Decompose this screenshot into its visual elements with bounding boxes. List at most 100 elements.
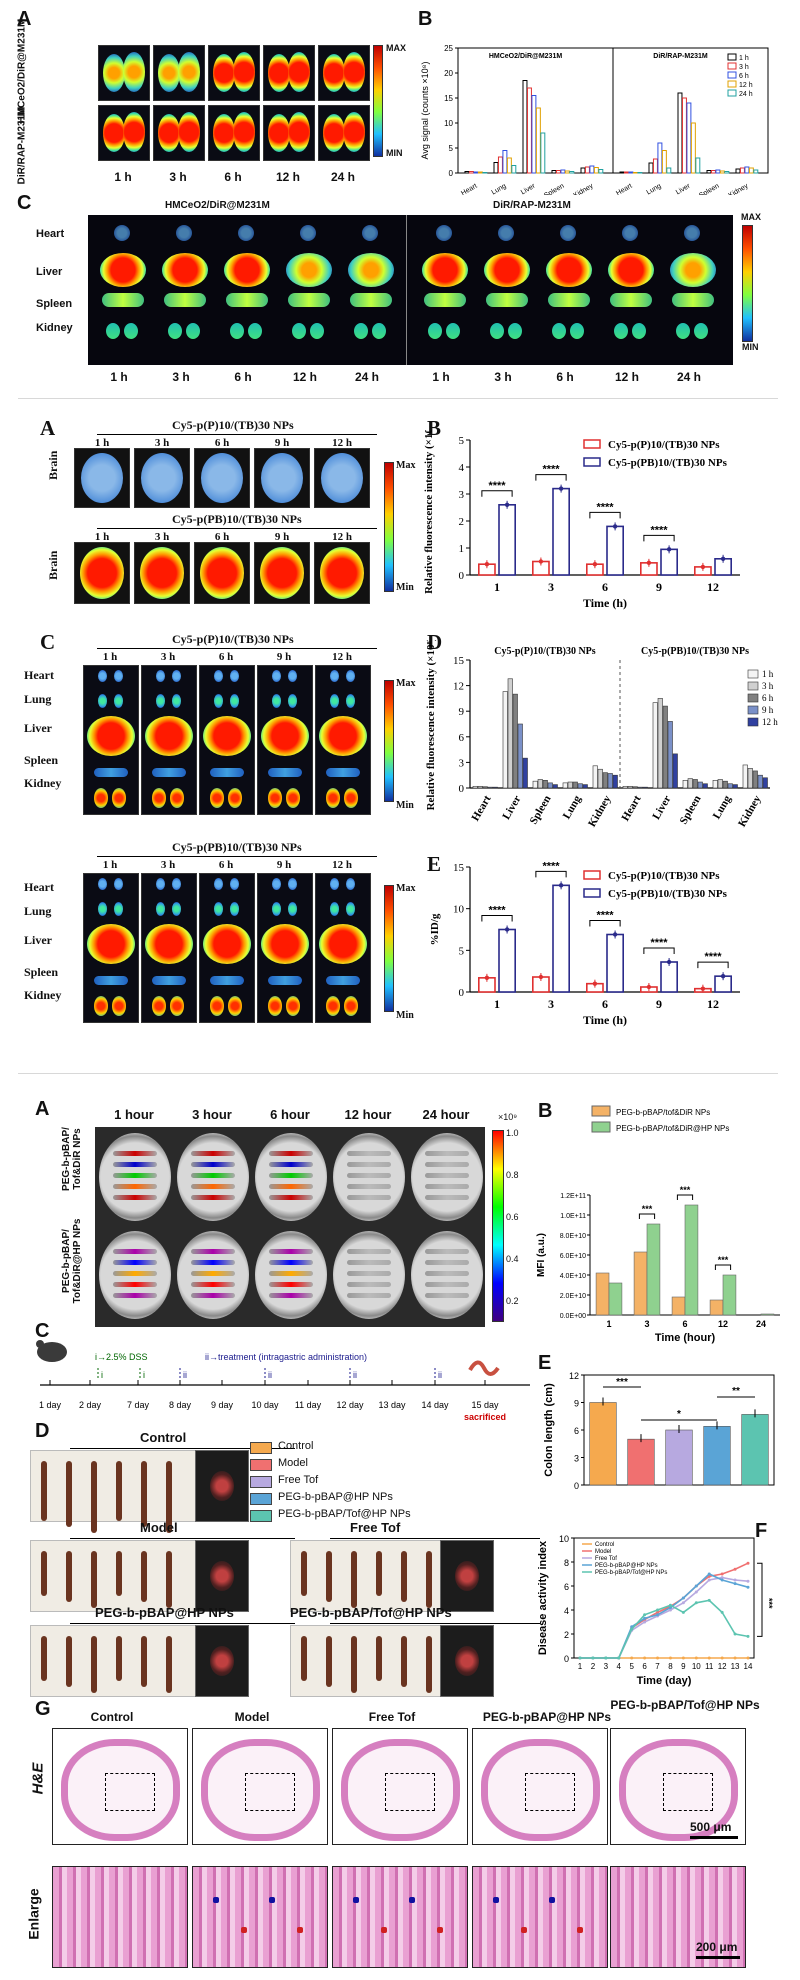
colon-strand xyxy=(191,1271,235,1276)
timepoint-label: 3 h xyxy=(494,370,512,384)
bar xyxy=(722,1274,737,1316)
significance-bracket xyxy=(643,534,675,542)
data-point xyxy=(643,1613,647,1617)
bar xyxy=(552,487,571,576)
colon-strand xyxy=(269,1173,313,1178)
colorbar-max: MAX xyxy=(386,43,406,53)
x-tick-label: Kidney xyxy=(727,182,749,195)
organ-blob xyxy=(288,52,310,92)
timepoint-label: 9 h xyxy=(276,859,292,871)
y-tick-label: 9 xyxy=(574,1399,579,1409)
timepoint-label: 9 h xyxy=(274,437,290,449)
brain-images-row2 xyxy=(74,542,370,604)
colon-strand xyxy=(425,1162,469,1167)
colon-icon xyxy=(468,1360,500,1376)
kidney-blob xyxy=(112,788,126,808)
lung-blob xyxy=(156,694,165,708)
brain-blob xyxy=(201,453,243,503)
dish xyxy=(177,1231,249,1319)
data-point xyxy=(733,1582,737,1586)
bar xyxy=(482,786,488,789)
data-point xyxy=(733,1567,737,1571)
legend-swatch xyxy=(747,717,759,727)
he-image xyxy=(52,1728,188,1845)
spleen-blob xyxy=(210,768,244,777)
liver-blob xyxy=(87,716,135,756)
he-group-label: PEG-b-pBAP@HP NPs xyxy=(482,1710,612,1724)
sacrificed-label: sacrificed xyxy=(464,1412,506,1422)
bar xyxy=(724,171,730,174)
timepoint-label: 3 h xyxy=(169,170,187,184)
significance-label: *** xyxy=(764,1598,774,1609)
brain-blob xyxy=(81,453,123,503)
dss-label: i→2.5% DSS xyxy=(95,1352,148,1362)
colon-specimen xyxy=(301,1551,307,1596)
heart-blob xyxy=(172,670,181,682)
panel-label-b3: B xyxy=(538,1100,553,1122)
y-tick-label: 8.0E+10 xyxy=(560,1233,586,1240)
colon-strand xyxy=(347,1282,391,1287)
colon-strand xyxy=(191,1184,235,1189)
colon-group-label: Model xyxy=(140,1520,178,1535)
timepoint-label: 24 h xyxy=(676,370,701,384)
mark-label: ii xyxy=(353,1370,357,1380)
liver-blob xyxy=(319,924,367,964)
colon-specimen xyxy=(91,1551,97,1608)
colon-strand xyxy=(425,1249,469,1254)
y-tick-label: 0 xyxy=(574,1481,579,1491)
bar xyxy=(542,780,548,789)
timepoint-label: 12 h xyxy=(275,170,300,184)
x-tick-label: 9 xyxy=(681,1662,686,1671)
significance-bracket xyxy=(535,474,567,481)
x-tick-label: 5 xyxy=(629,1662,634,1671)
organ-blob xyxy=(123,52,145,92)
data-point xyxy=(746,1656,750,1660)
y-axis-label: Colon length (cm) xyxy=(543,1383,555,1477)
bar xyxy=(706,170,712,174)
bar xyxy=(526,87,532,174)
organ-blob xyxy=(213,114,235,152)
bar xyxy=(747,768,753,789)
data-point xyxy=(643,1616,647,1620)
y-tick-label: 6 xyxy=(574,1426,579,1436)
heart-blob xyxy=(288,670,297,682)
rule xyxy=(97,434,377,435)
organ-label: Lung xyxy=(24,904,52,918)
x-tick-label: 1 xyxy=(494,580,500,594)
kidney-blob xyxy=(230,323,244,339)
y-tick-label: 5 xyxy=(459,435,465,447)
x-tick-label: 12 xyxy=(718,1319,728,1329)
bar xyxy=(540,132,546,174)
rule xyxy=(70,1538,295,1539)
scale-bar-label: 500 μm xyxy=(690,1820,732,1834)
dish xyxy=(99,1231,171,1319)
colorbar-min: MIN xyxy=(386,148,403,158)
spleen-blob xyxy=(672,293,714,307)
brain-tile xyxy=(134,542,190,604)
spleen-blob xyxy=(164,293,206,307)
legend-swatch xyxy=(727,80,737,88)
timepoint-label: 1 h xyxy=(102,859,118,871)
he-label: H&E xyxy=(29,1762,47,1795)
lung-blob xyxy=(330,902,339,916)
group-a-title-c: Cy5-p(P)10/(TB)30 NPs xyxy=(172,632,294,646)
bar xyxy=(592,765,598,789)
y-tick-label: 1 xyxy=(459,543,465,555)
legend-label: Control xyxy=(595,1542,614,1548)
colon-specimen xyxy=(376,1551,382,1596)
colon-strand xyxy=(269,1293,313,1298)
bar xyxy=(727,783,733,789)
mark-label: ii xyxy=(268,1370,272,1380)
x-tick-label: Kidney xyxy=(572,182,594,195)
legend-swatch xyxy=(747,705,759,715)
data-point xyxy=(484,562,490,567)
x-tick-label: 11 xyxy=(705,1662,714,1671)
liver-blob xyxy=(348,253,394,287)
bar xyxy=(657,142,663,174)
heart-blob xyxy=(288,878,297,890)
spleen-blob xyxy=(548,293,590,307)
legend-swatch xyxy=(591,1121,611,1133)
legend-swatch xyxy=(591,1105,611,1117)
annotation-arrow xyxy=(381,1927,387,1933)
colorbar-c-max: MAX xyxy=(741,212,761,222)
